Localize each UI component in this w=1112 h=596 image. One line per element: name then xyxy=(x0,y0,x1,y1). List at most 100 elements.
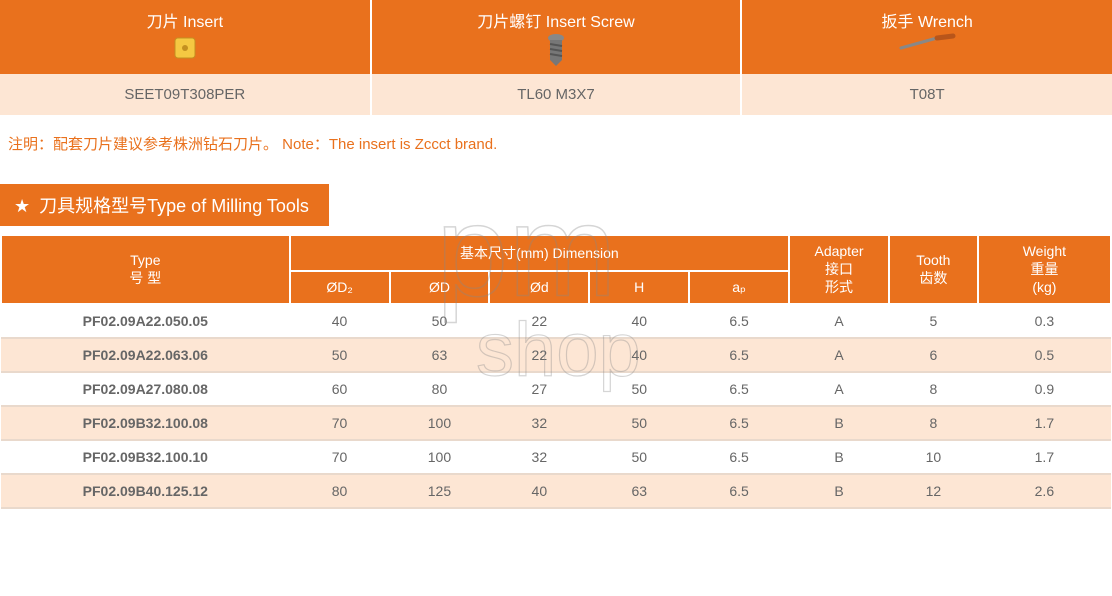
cell-weight: 2.6 xyxy=(978,474,1111,508)
table-row: PF02.09B32.100.107010032506.5B101.7 xyxy=(1,440,1111,474)
cell-weight: 1.7 xyxy=(978,440,1111,474)
th-adapter-l3: 形式 xyxy=(794,278,884,296)
th-d: ØD xyxy=(390,271,490,304)
cell-d2: 50 xyxy=(290,338,390,372)
cell-adapter: B xyxy=(789,406,889,440)
screw-title-en: Insert Screw xyxy=(546,14,635,31)
table-row: PF02.09A22.050.05405022406.5A50.3 xyxy=(1,304,1111,338)
wrench-title-en: Wrench xyxy=(918,14,973,31)
wrench-icon xyxy=(897,32,957,52)
cell-type: PF02.09B40.125.12 xyxy=(1,474,290,508)
th-h: H xyxy=(589,271,689,304)
table-row: PF02.09A27.080.08608027506.5A80.9 xyxy=(1,372,1111,406)
cell-ap: 6.5 xyxy=(689,304,789,338)
star-icon: ★ xyxy=(14,196,30,216)
cell-tooth: 10 xyxy=(889,440,978,474)
th-tooth: Tooth 齿数 xyxy=(889,235,978,304)
th-weight-l1: Weight xyxy=(983,242,1106,260)
insert-icon xyxy=(169,32,201,64)
cell-d: 80 xyxy=(390,372,490,406)
note-text: 注明：配套刀片建议参考株洲钻石刀片。 Note：The insert is Zc… xyxy=(0,115,1112,172)
cell-d2: 70 xyxy=(290,406,390,440)
th-ap: aₚ xyxy=(689,271,789,304)
th-adapter-l2: 接口 xyxy=(794,260,884,278)
specs-table: Type 号 型 基本尺寸(mm) Dimension Adapter 接口 形… xyxy=(0,234,1112,509)
insert-title-en: Insert xyxy=(183,14,223,31)
cell-tooth: 6 xyxy=(889,338,978,372)
cell-tooth: 8 xyxy=(889,372,978,406)
insert-value: SEET09T308PER xyxy=(0,74,371,115)
section-header: ★ 刀具规格型号Type of Milling Tools xyxy=(0,184,329,226)
section-title-cn: 刀具规格型号 xyxy=(39,196,147,216)
screw-value: TL60 M3X7 xyxy=(371,74,742,115)
cell-dsmall: 40 xyxy=(489,474,589,508)
cell-adapter: B xyxy=(789,474,889,508)
cell-d2: 70 xyxy=(290,440,390,474)
cell-ap: 6.5 xyxy=(689,440,789,474)
cell-h: 63 xyxy=(589,474,689,508)
cell-weight: 0.5 xyxy=(978,338,1111,372)
cell-h: 50 xyxy=(589,440,689,474)
cell-h: 50 xyxy=(589,372,689,406)
cell-weight: 0.3 xyxy=(978,304,1111,338)
cell-h: 50 xyxy=(589,406,689,440)
col-screw-header: 刀片螺钉 Insert Screw xyxy=(371,0,742,74)
th-adapter: Adapter 接口 形式 xyxy=(789,235,889,304)
cell-ap: 6.5 xyxy=(689,406,789,440)
cell-dsmall: 27 xyxy=(489,372,589,406)
table-row: PF02.09A22.063.06506322406.5A60.5 xyxy=(1,338,1111,372)
cell-ap: 6.5 xyxy=(689,372,789,406)
cell-type: PF02.09A22.063.06 xyxy=(1,338,290,372)
th-d2: ØD₂ xyxy=(290,271,390,304)
cell-dsmall: 22 xyxy=(489,338,589,372)
cell-dsmall: 32 xyxy=(489,406,589,440)
components-header-row: 刀片 Insert 刀片螺钉 Insert Screw xyxy=(0,0,1112,74)
components-table: 刀片 Insert 刀片螺钉 Insert Screw xyxy=(0,0,1112,115)
th-weight-l2: 重量 xyxy=(983,260,1106,278)
cell-d: 63 xyxy=(390,338,490,372)
th-dimension: 基本尺寸(mm) Dimension xyxy=(290,235,789,271)
col-insert-header: 刀片 Insert xyxy=(0,0,371,74)
cell-ap: 6.5 xyxy=(689,338,789,372)
th-weight-l3: (kg) xyxy=(983,278,1106,296)
cell-tooth: 12 xyxy=(889,474,978,508)
cell-weight: 0.9 xyxy=(978,372,1111,406)
components-value-row: SEET09T308PER TL60 M3X7 T08T xyxy=(0,74,1112,115)
th-dsmall: Ød xyxy=(489,271,589,304)
cell-type: PF02.09B32.100.08 xyxy=(1,406,290,440)
wrench-value: T08T xyxy=(741,74,1112,115)
screw-icon xyxy=(542,32,570,68)
th-adapter-l1: Adapter xyxy=(794,242,884,260)
wrench-title-cn: 扳手 xyxy=(882,14,914,31)
col-wrench-header: 扳手 Wrench xyxy=(741,0,1112,74)
th-type-l1: Type xyxy=(6,251,285,269)
cell-adapter: B xyxy=(789,440,889,474)
cell-tooth: 8 xyxy=(889,406,978,440)
th-tooth-l2: 齿数 xyxy=(894,269,973,287)
cell-type: PF02.09B32.100.10 xyxy=(1,440,290,474)
cell-d: 50 xyxy=(390,304,490,338)
th-weight: Weight 重量 (kg) xyxy=(978,235,1111,304)
section-title-en: Type of Milling Tools xyxy=(147,196,309,216)
cell-ap: 6.5 xyxy=(689,474,789,508)
th-tooth-l1: Tooth xyxy=(894,251,973,269)
cell-d: 100 xyxy=(390,440,490,474)
insert-title-cn: 刀片 xyxy=(147,14,179,31)
cell-dsmall: 32 xyxy=(489,440,589,474)
cell-d2: 80 xyxy=(290,474,390,508)
cell-adapter: A xyxy=(789,372,889,406)
cell-dsmall: 22 xyxy=(489,304,589,338)
screw-title-cn: 刀片螺钉 xyxy=(477,14,541,31)
cell-d: 125 xyxy=(390,474,490,508)
th-type: Type 号 型 xyxy=(1,235,290,304)
cell-type: PF02.09A27.080.08 xyxy=(1,372,290,406)
cell-d2: 60 xyxy=(290,372,390,406)
cell-d: 100 xyxy=(390,406,490,440)
table-row: PF02.09B40.125.128012540636.5B122.6 xyxy=(1,474,1111,508)
cell-type: PF02.09A22.050.05 xyxy=(1,304,290,338)
cell-weight: 1.7 xyxy=(978,406,1111,440)
cell-h: 40 xyxy=(589,304,689,338)
cell-tooth: 5 xyxy=(889,304,978,338)
cell-d2: 40 xyxy=(290,304,390,338)
th-type-l2: 号 型 xyxy=(6,269,285,287)
